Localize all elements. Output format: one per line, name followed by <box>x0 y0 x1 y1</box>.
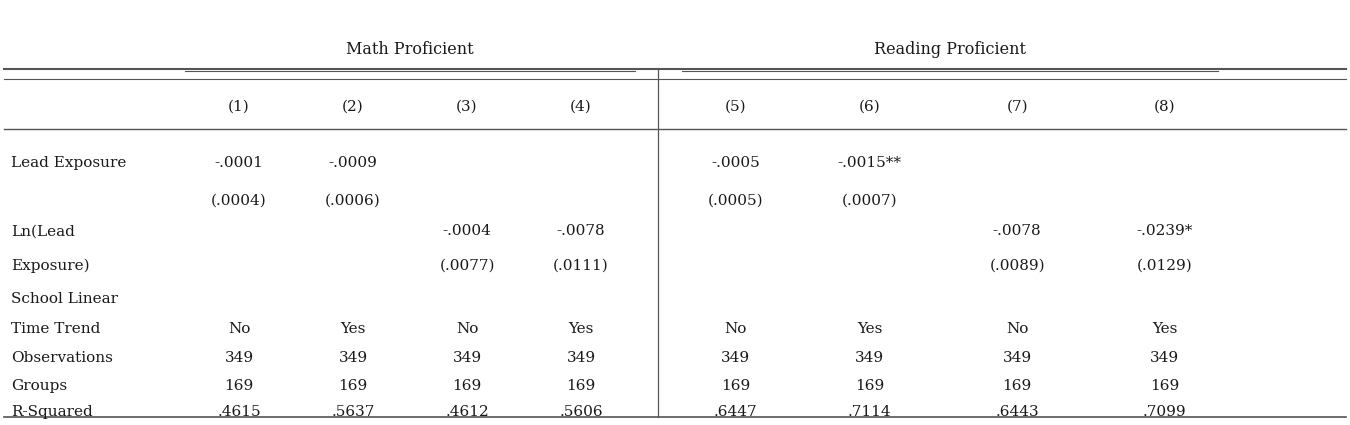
Text: Yes: Yes <box>1152 322 1177 336</box>
Text: 349: 349 <box>224 351 254 365</box>
Text: .5606: .5606 <box>559 405 603 419</box>
Text: -.0009: -.0009 <box>328 156 378 170</box>
Text: -.0015**: -.0015** <box>837 156 902 170</box>
Text: (.0005): (.0005) <box>707 194 763 208</box>
Text: Reading Proficient: Reading Proficient <box>873 42 1026 59</box>
Text: R-Squared: R-Squared <box>11 405 93 419</box>
Text: Time Trend: Time Trend <box>11 322 100 336</box>
Text: (.0077): (.0077) <box>439 259 495 273</box>
Text: .4612: .4612 <box>446 405 489 419</box>
Text: Yes: Yes <box>340 322 366 336</box>
Text: No: No <box>228 322 250 336</box>
Text: 349: 349 <box>855 351 884 365</box>
Text: Yes: Yes <box>857 322 883 336</box>
Text: (.0089): (.0089) <box>990 259 1045 273</box>
Text: (.0111): (.0111) <box>554 259 609 273</box>
Text: (4): (4) <box>570 99 591 113</box>
Text: No: No <box>724 322 747 336</box>
Text: Observations: Observations <box>11 351 113 365</box>
Text: (5): (5) <box>725 99 747 113</box>
Text: Ln(Lead: Ln(Lead <box>11 224 74 238</box>
Text: 349: 349 <box>1003 351 1031 365</box>
Text: Math Proficient: Math Proficient <box>346 42 474 59</box>
Text: .6443: .6443 <box>995 405 1040 419</box>
Text: No: No <box>456 322 478 336</box>
Text: (7): (7) <box>1006 99 1027 113</box>
Text: (.0006): (.0006) <box>325 194 381 208</box>
Text: .5637: .5637 <box>331 405 375 419</box>
Text: (3): (3) <box>456 99 478 113</box>
Text: (2): (2) <box>342 99 365 113</box>
Text: 349: 349 <box>1150 351 1180 365</box>
Text: Exposure): Exposure) <box>11 259 89 273</box>
Text: .7114: .7114 <box>848 405 891 419</box>
Text: -.0005: -.0005 <box>711 156 760 170</box>
Text: 169: 169 <box>1150 379 1180 393</box>
Text: (6): (6) <box>859 99 880 113</box>
Text: (.0004): (.0004) <box>211 194 267 208</box>
Text: 169: 169 <box>721 379 751 393</box>
Text: -.0004: -.0004 <box>443 224 491 238</box>
Text: School Linear: School Linear <box>11 292 117 306</box>
Text: 169: 169 <box>339 379 367 393</box>
Text: .4615: .4615 <box>217 405 261 419</box>
Text: 169: 169 <box>452 379 482 393</box>
Text: .6447: .6447 <box>714 405 757 419</box>
Text: 349: 349 <box>567 351 595 365</box>
Text: 169: 169 <box>224 379 254 393</box>
Text: 349: 349 <box>721 351 751 365</box>
Text: 349: 349 <box>339 351 367 365</box>
Text: (.0129): (.0129) <box>1137 259 1192 273</box>
Text: (1): (1) <box>228 99 250 113</box>
Text: 349: 349 <box>452 351 482 365</box>
Text: .7099: .7099 <box>1143 405 1187 419</box>
Text: (.0007): (.0007) <box>842 194 898 208</box>
Text: (8): (8) <box>1154 99 1176 113</box>
Text: -.0078: -.0078 <box>992 224 1041 238</box>
Text: -.0001: -.0001 <box>215 156 263 170</box>
Text: Yes: Yes <box>568 322 594 336</box>
Text: 169: 169 <box>855 379 884 393</box>
Text: 169: 169 <box>567 379 595 393</box>
Text: 169: 169 <box>1003 379 1031 393</box>
Text: -.0078: -.0078 <box>556 224 605 238</box>
Text: Lead Exposure: Lead Exposure <box>11 156 127 170</box>
Text: No: No <box>1006 322 1029 336</box>
Text: -.0239*: -.0239* <box>1137 224 1193 238</box>
Text: Groups: Groups <box>11 379 68 393</box>
